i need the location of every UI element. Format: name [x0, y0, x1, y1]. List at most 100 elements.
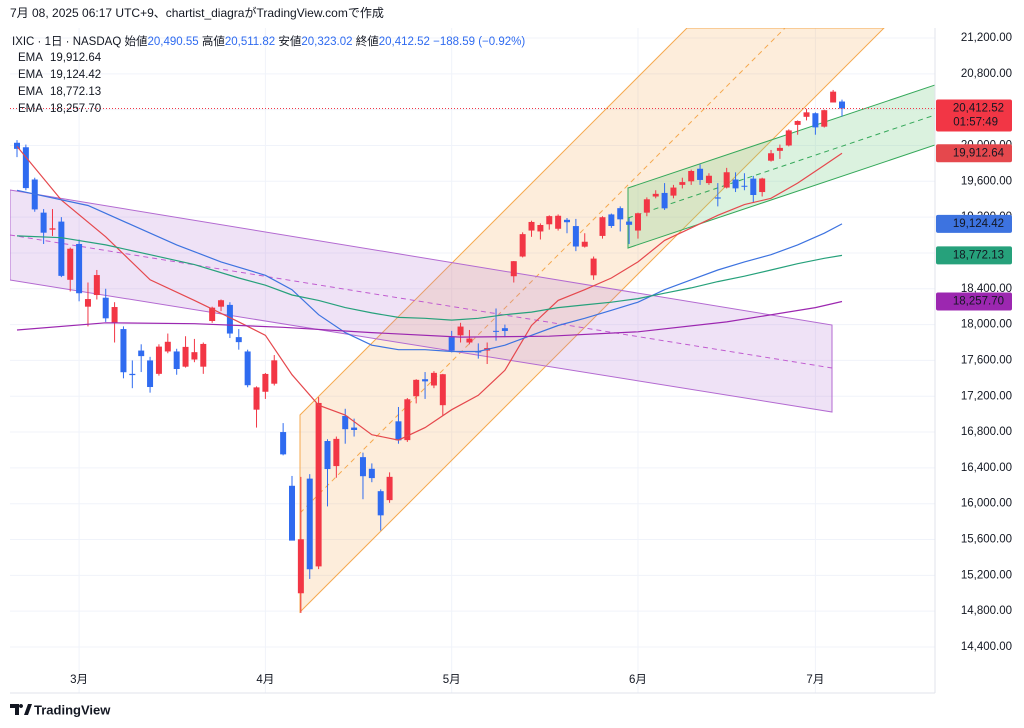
candle-body [617, 208, 624, 220]
legend: IXIC · 1日 · NASDAQ 始値20,490.55 高値20,511.… [12, 34, 525, 115]
candle-body [111, 307, 118, 323]
candle-body [164, 341, 171, 352]
candle-body [803, 112, 810, 117]
y-tick-label: 14,800.00 [961, 605, 1012, 617]
ema-price-label: 18,772.13 [953, 249, 1004, 261]
candle-body [67, 248, 74, 280]
ema-price-box [936, 292, 1012, 311]
candle-body [413, 379, 420, 397]
last-price-box [936, 99, 1012, 132]
candle-body [608, 214, 615, 226]
y-tick-label: 18,400.00 [961, 283, 1012, 295]
ema-price-label: 19,912.64 [953, 147, 1005, 159]
candle-body [58, 221, 65, 276]
ema-name: EMA [18, 69, 43, 81]
ema-line [16, 235, 843, 321]
close: 20,412.52 [379, 36, 430, 48]
open: 20,490.55 [147, 36, 198, 48]
candle-body [697, 168, 704, 180]
candle-body [572, 226, 579, 247]
candle-body [750, 178, 757, 195]
candle-body [209, 307, 216, 322]
candle-body [395, 421, 402, 441]
candle-body [430, 372, 437, 386]
candle-body [306, 478, 313, 570]
orange-channel [299, 28, 885, 614]
candle-body [794, 121, 801, 125]
plot [10, 89, 935, 613]
high-label: 高値 [202, 34, 225, 48]
y-tick-label: 16,400.00 [961, 462, 1012, 474]
y-tick-label: 16,800.00 [961, 426, 1012, 438]
candle-body [40, 212, 47, 233]
green-channel [627, 84, 935, 249]
candle-body [377, 491, 384, 516]
candle-body [271, 360, 278, 384]
candle-body [368, 468, 375, 479]
candle-body [564, 219, 571, 223]
high: 20,511.82 [225, 36, 275, 48]
candle-body [191, 352, 198, 360]
candle-body [732, 179, 739, 189]
candle-body [830, 91, 837, 103]
legend-line: IXIC · 1日 · NASDAQ 始値20,490.55 高値20,511.… [12, 34, 525, 48]
x-tick-label: 5月 [443, 674, 461, 686]
ema-line [16, 146, 843, 441]
candle-body [555, 215, 562, 229]
candle-body [422, 379, 429, 382]
ema-name: EMA [18, 86, 43, 98]
y-tick-label: 17,200.00 [961, 390, 1012, 402]
candle-body [120, 329, 127, 373]
candle-body [528, 221, 535, 231]
candle-body [643, 199, 650, 213]
candle-body [129, 373, 136, 376]
grid [10, 28, 935, 693]
y-tick-label: 17,600.00 [961, 354, 1012, 366]
x-tick-label: 3月 [70, 674, 88, 686]
candle-body [342, 415, 349, 430]
last-price-label: 20,412.52 [953, 103, 1004, 115]
candle-body [768, 153, 775, 161]
candle-body [581, 241, 588, 247]
candle-body [280, 432, 287, 455]
x-tick-label: 7月 [806, 674, 824, 686]
candle-body [49, 228, 56, 230]
candle-body [102, 297, 109, 319]
change: −188.59 (−0.92%) [433, 36, 525, 48]
candle-body [634, 213, 641, 231]
y-tick-label: 21,200.00 [961, 32, 1012, 44]
candle-body [466, 338, 473, 343]
drawings [10, 28, 935, 614]
ema-line [16, 300, 843, 338]
ema-value: 18,257.70 [50, 103, 101, 115]
candle-body [289, 485, 296, 541]
y-tick-label: 16,000.00 [961, 498, 1012, 510]
axis: 14,400.00 14,800.00 15,200.00 15,600.00 16,0… [70, 32, 1012, 686]
candle-body [14, 142, 20, 149]
symbol: IXIC · 1日 · NASDAQ [12, 36, 121, 48]
candle-body [457, 326, 464, 336]
countdown: 01:57:49 [953, 117, 998, 129]
candle-body [22, 147, 29, 189]
low-label: 安値 [278, 34, 301, 48]
candle-body [297, 539, 304, 594]
candle-body [714, 197, 721, 199]
candle-body [510, 261, 517, 277]
ema-value: 18,772.13 [50, 86, 101, 98]
candle-body [76, 243, 83, 294]
candle-body [333, 438, 340, 467]
candle-body [652, 193, 659, 197]
candle-body [244, 351, 251, 386]
ema-value: 19,124.42 [50, 69, 101, 81]
candle-body [839, 101, 846, 109]
candle-body [386, 476, 393, 501]
ema-value: 19,912.64 [50, 52, 102, 64]
candle-body [599, 217, 606, 236]
open-label: 始値 [124, 34, 147, 48]
candle-body [182, 346, 189, 367]
y-tick-label: 14,400.00 [961, 641, 1012, 653]
candle-body [785, 130, 792, 146]
orange-channel-mid [299, 28, 786, 514]
candle-body [448, 337, 455, 351]
